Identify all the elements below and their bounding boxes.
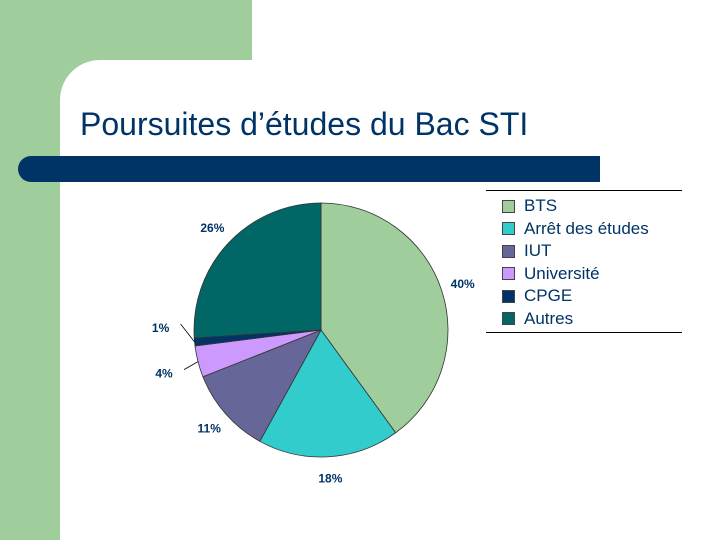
legend-item-iut: IUT: [502, 240, 682, 263]
pie-slice-arret-des-etudes: [259, 329, 397, 458]
slice-label-universite: 4%: [155, 367, 173, 381]
slide-title: Poursuites d’études du Bac STI: [80, 106, 529, 142]
slice-label-cpge: 1%: [152, 321, 170, 335]
legend-swatch: [502, 199, 515, 213]
leader-line-cpge: [180, 323, 195, 343]
legend-swatch: [502, 222, 515, 236]
leader-line-universite: [183, 361, 199, 370]
slice-value-labels: 40% 18% 11% 4% 1% 26%: [152, 221, 475, 486]
slice-label-autres: 26%: [200, 221, 224, 235]
pie-slice-autres: [193, 202, 322, 339]
leader-lines: [180, 323, 199, 370]
slice-label-arret-des-etudes: 18%: [318, 472, 342, 486]
legend-swatch: [502, 312, 515, 326]
background-green-strip-left: [0, 0, 60, 540]
legend-label: Autres: [524, 308, 574, 328]
legend-label: Université: [524, 263, 600, 283]
legend-label: Arrêt des études: [524, 218, 649, 238]
legend-swatch: [502, 267, 515, 281]
title-underline-bar: [18, 156, 600, 182]
legend-label: BTS: [524, 196, 558, 216]
legend-swatch: [502, 289, 515, 303]
pie-slices: [193, 202, 449, 458]
legend-label: IUT: [524, 241, 552, 261]
slice-label-iut: 11%: [198, 422, 222, 436]
legend-item-universite: Université: [502, 263, 682, 286]
legend-item-cpge: CPGE: [502, 285, 682, 308]
legend-swatch: [502, 244, 515, 258]
chart-legend: BTS Arrêt des études IUT Université CPGE…: [486, 190, 682, 333]
pie-slice-bts: [320, 202, 449, 434]
slice-label-bts: 40%: [451, 277, 475, 291]
legend-item-arret-des-etudes: Arrêt des études: [502, 218, 682, 241]
legend-item-autres: Autres: [502, 308, 682, 331]
legend-item-bts: BTS: [502, 195, 682, 218]
pie-slice-iut: [202, 329, 322, 442]
legend-label: CPGE: [524, 286, 573, 306]
